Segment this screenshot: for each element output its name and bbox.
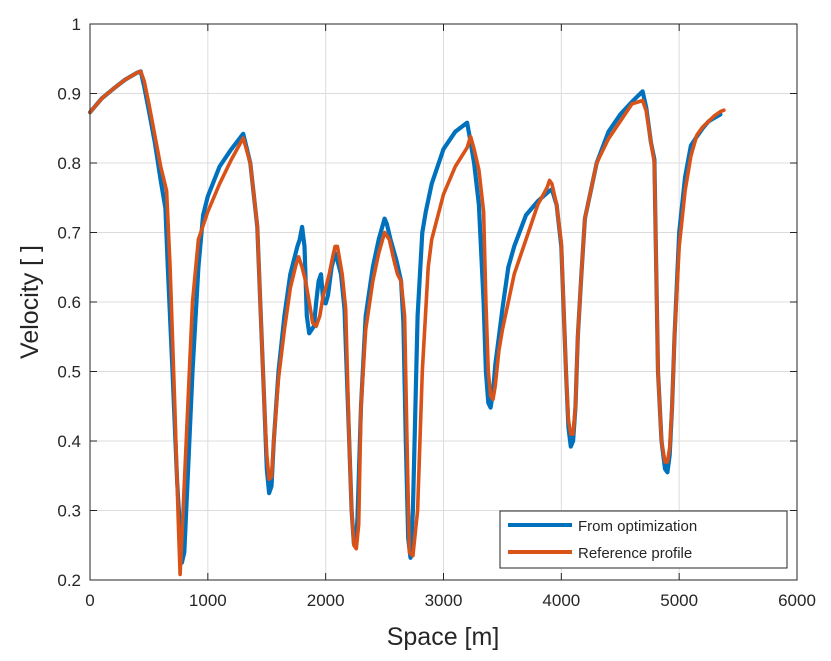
y-tick-label: 0.2: [57, 571, 81, 590]
legend-label-from-optimization: From optimization: [578, 518, 697, 535]
tick-labels: 0 1000 2000 3000 4000 5000 6000 0.2 0.3 0.4 0.5 0.6…: [57, 15, 816, 610]
legend-label-reference-profile: Reference profile: [578, 545, 692, 562]
x-tick-label: 1000: [189, 591, 227, 610]
x-tick-label: 2000: [307, 591, 345, 610]
ticks: [89, 23, 798, 581]
x-tick-label: 6000: [778, 591, 816, 610]
y-tick-label: 0.3: [57, 502, 81, 521]
x-tick-label: 5000: [660, 591, 698, 610]
x-tick-label: 0: [85, 591, 94, 610]
y-tick-label: 0.4: [57, 432, 81, 451]
legend-box: [499, 510, 788, 569]
y-tick-label: 0.6: [57, 293, 81, 312]
y-tick-label: 0.9: [57, 85, 81, 104]
y-axis-label: Velocity [ ]: [16, 245, 44, 359]
series-line-reference-profile: [88, 69, 726, 577]
legend: From optimization Reference profile: [499, 510, 788, 569]
x-tick-label: 3000: [425, 591, 463, 610]
y-tick-label: 1: [72, 15, 81, 34]
y-tick-label: 0.5: [57, 363, 81, 382]
y-tick-label: 0.8: [57, 154, 81, 173]
x-axis-label: Space [m]: [387, 623, 500, 651]
series-layer: [87, 69, 726, 577]
y-tick-label: 0.7: [57, 224, 81, 243]
x-tick-label: 4000: [542, 591, 580, 610]
